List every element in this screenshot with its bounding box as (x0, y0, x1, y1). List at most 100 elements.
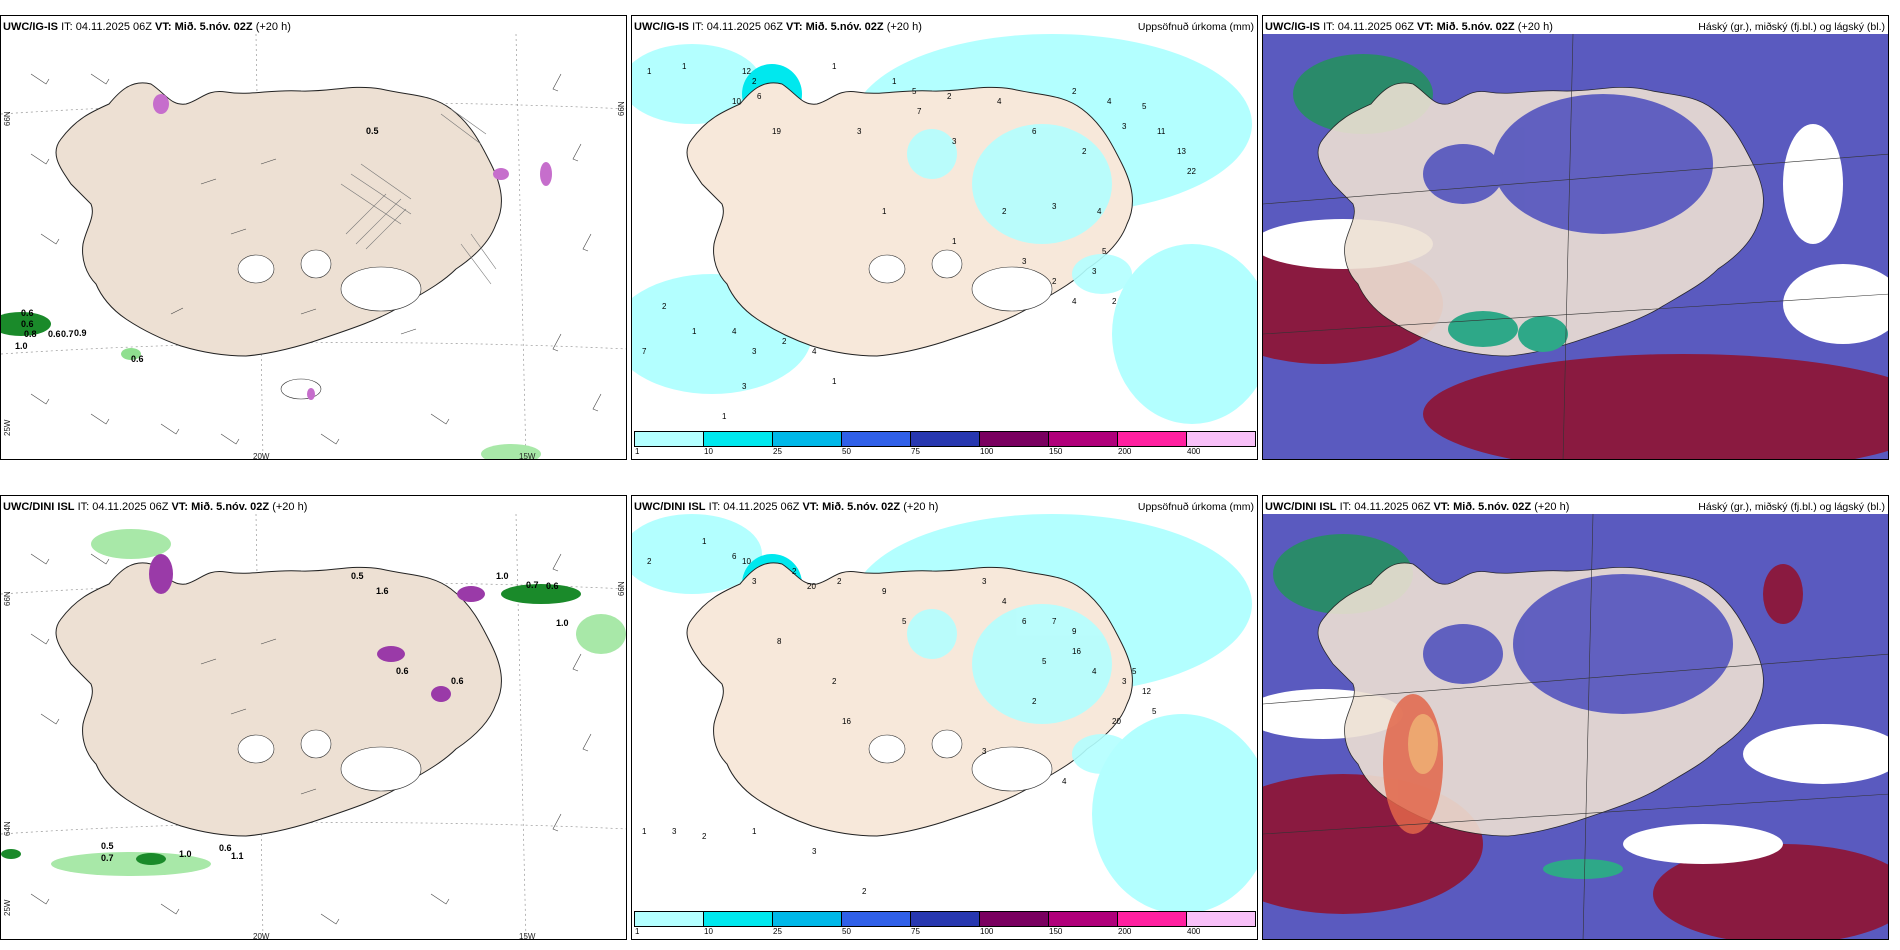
precip-value: 3 (1052, 202, 1057, 211)
colorbar-label: 75 (911, 927, 920, 936)
wind-label: 0.7 (101, 853, 114, 863)
precip-value: 10 (732, 97, 741, 106)
precip-value: 6 (1022, 617, 1027, 626)
precip-value: 4 (1002, 597, 1007, 606)
precip-value: 22 (1187, 167, 1196, 176)
panel-title: UWC/IG-IS IT: 04.11.2025 06Z VT: Mið. 5.… (1265, 21, 1553, 33)
precip-value: 7 (1052, 617, 1057, 626)
colorbar-label: 400 (1187, 927, 1201, 936)
colorbar-label: 200 (1118, 927, 1132, 936)
precip-value: 13 (1177, 147, 1186, 156)
map-canvas: 0.5 1.6 1.0 0.7 0.6 1.0 0.6 0.6 0.5 0.7 … (1, 514, 626, 939)
precip-value: 20 (807, 582, 816, 591)
precip-value: 9 (882, 587, 887, 596)
colorbar-swatch (634, 431, 704, 447)
colorbar-label: 10 (704, 927, 713, 936)
precip-value: 4 (812, 347, 817, 356)
precip-value: 1 (882, 207, 887, 216)
precip-value: 3 (812, 847, 817, 856)
precip-value: 4 (1107, 97, 1112, 106)
colorbar-label: 10 (704, 447, 713, 456)
precip-value: 3 (1122, 677, 1127, 686)
wind-label: 0.8 (24, 329, 37, 339)
precip-value: 1 (642, 827, 647, 836)
precip-value: 2 (947, 92, 952, 101)
wind-label: 1.0 (496, 571, 509, 581)
wind-label: 1.0 (556, 618, 569, 628)
precip-value: 2 (1032, 697, 1037, 706)
precip-value: 6 (732, 552, 737, 561)
precip-value: 3 (1122, 122, 1127, 131)
axis-label-15w: 15W (519, 452, 536, 460)
axis-label-20w: 20W (253, 932, 270, 940)
precip-value: 3 (742, 382, 747, 391)
panel-title: UWC/DINI ISL IT: 04.11.2025 06Z VT: Mið.… (634, 501, 939, 513)
colorbar-label: 150 (1049, 447, 1063, 456)
map-panel-cloud-dini: UWC/DINI ISL IT: 04.11.2025 06Z VT: Mið.… (1262, 495, 1889, 940)
precip-value: 16 (1072, 647, 1081, 656)
precip-value: 2 (832, 677, 837, 686)
precip-value: 2 (647, 557, 652, 566)
map-panel-wind-ig-is: UWC/IG-IS IT: 04.11.2025 06Z VT: Mið. 5.… (0, 15, 627, 460)
colorbar-swatch (703, 911, 773, 927)
precip-value: 1 (832, 62, 837, 71)
precip-value: 5 (1132, 667, 1137, 676)
precip-value: 20 (1112, 717, 1121, 726)
wind-label: 0.6 (48, 329, 61, 339)
colorbar-label: 25 (773, 447, 782, 456)
wind-label: 0.9 (74, 328, 87, 338)
colorbar-swatch (1117, 911, 1187, 927)
colorbar-swatch (772, 911, 842, 927)
wind-label: 0.5 (351, 571, 364, 581)
precip-value: 2 (792, 567, 797, 576)
colorbar-swatch (979, 431, 1049, 447)
wind-label: 0.7 (61, 329, 74, 339)
colorbar-swatch (1048, 911, 1118, 927)
precip-value: 1 (682, 62, 687, 71)
colorbar-label: 75 (911, 447, 920, 456)
map-panel-precip-dini: UWC/DINI ISL IT: 04.11.2025 06Z VT: Mið.… (631, 495, 1258, 940)
wind-label: 1.1 (231, 851, 244, 861)
precip-value: 4 (997, 97, 1002, 106)
colorbar-swatch (703, 431, 773, 447)
precip-value: 6 (1032, 127, 1037, 136)
panel-subtitle: Háský (gr.), miðský (fj.bl.) og lágský (… (1698, 21, 1885, 33)
precip-value: 8 (777, 637, 782, 646)
precip-value: 3 (982, 577, 987, 586)
panel-title: UWC/IG-IS IT: 04.11.2025 06Z VT: Mið. 5.… (634, 21, 922, 33)
map-panel-wind-dini: UWC/DINI ISL IT: 04.11.2025 06Z VT: Mið.… (0, 495, 627, 940)
precip-value: 1 (832, 377, 837, 386)
precip-value: 2 (1082, 147, 1087, 156)
map-panel-precip-ig-is: UWC/IG-IS IT: 04.11.2025 06Z VT: Mið. 5.… (631, 15, 1258, 460)
precip-value: 3 (752, 577, 757, 586)
wind-label: 1.0 (179, 849, 192, 859)
colorbar-swatch (1186, 431, 1256, 447)
precip-value: 1 (752, 827, 757, 836)
panel-title: UWC/DINI ISL IT: 04.11.2025 06Z VT: Mið.… (3, 501, 308, 513)
precip-value: 5 (1102, 247, 1107, 256)
axis-label-64n: 64N (3, 821, 12, 836)
precip-value: 5 (1142, 102, 1147, 111)
precip-value: 2 (782, 337, 787, 346)
wind-label: 0.7 (526, 580, 539, 590)
wind-label: 0.6 (396, 666, 409, 676)
precip-value: 12 (1142, 687, 1151, 696)
colorbar-swatch (634, 911, 704, 927)
colorbar-label: 150 (1049, 927, 1063, 936)
precip-value: 7 (917, 107, 922, 116)
axis-label-66n-right: 66N (617, 101, 626, 116)
precip-value: 5 (912, 87, 917, 96)
precip-value: 5 (1042, 657, 1047, 666)
precip-value: 3 (672, 827, 677, 836)
precip-value: 2 (1112, 297, 1117, 306)
panel-title: UWC/IG-IS IT: 04.11.2025 06Z VT: Mið. 5.… (3, 21, 291, 33)
precip-value: 2 (1072, 87, 1077, 96)
precip-value: 6 (757, 92, 762, 101)
wind-label: 0.5 (101, 841, 114, 851)
precip-value: 4 (1092, 667, 1097, 676)
precip-value: 2 (662, 302, 667, 311)
colorbar-swatch (979, 911, 1049, 927)
colorbar-label: 100 (980, 447, 994, 456)
axis-label-66n: 66N (3, 111, 12, 126)
